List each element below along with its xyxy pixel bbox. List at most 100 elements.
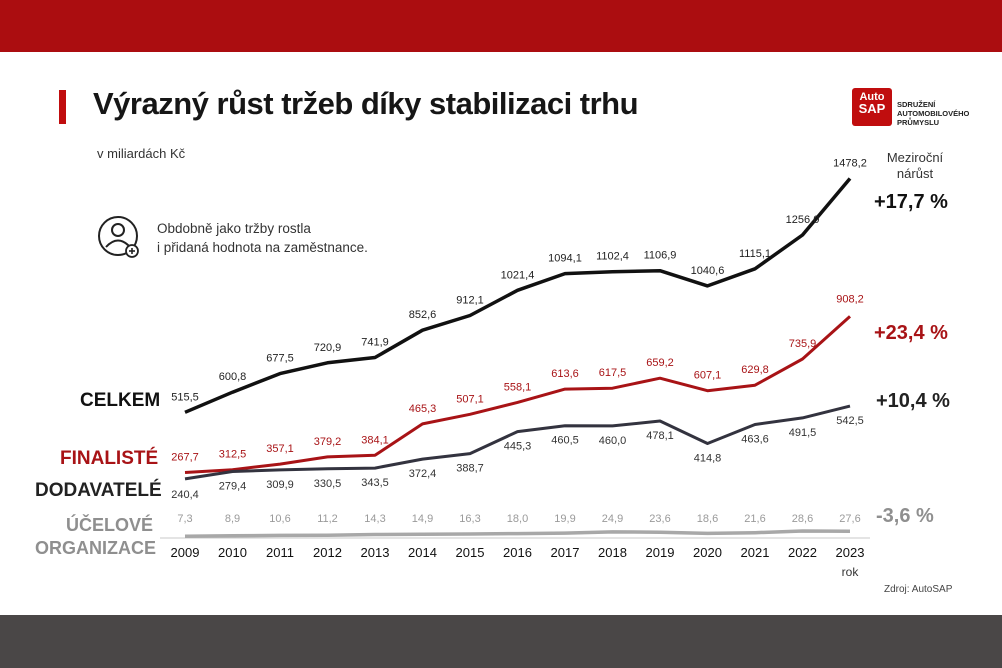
- x-axis-title: rok: [842, 565, 860, 579]
- data-label-dodavatele: 279,4: [219, 480, 247, 492]
- x-tick-label: 2022: [788, 545, 817, 560]
- data-label-ucelove: 24,9: [602, 513, 623, 525]
- data-label-dodavatele: 463,6: [741, 434, 769, 446]
- series-line-ucelove: [184, 529, 851, 538]
- top-bar: [0, 0, 1002, 52]
- data-label-celkem: 1094,1: [548, 253, 582, 265]
- data-label-finaliste: 267,7: [171, 452, 199, 464]
- x-tick-label: 2012: [313, 545, 342, 560]
- series-label-ucelove-line-1: ÚČELOVÉ: [65, 515, 153, 535]
- data-label-celkem: 1478,2: [833, 157, 867, 169]
- data-label-dodavatele: 460,5: [551, 435, 579, 447]
- growth-celkem: +17,7 %: [874, 191, 948, 213]
- series-line-finaliste: [184, 315, 852, 474]
- title-accent: [59, 90, 66, 124]
- growth-header-line-2: nárůst: [896, 166, 934, 181]
- logo-text: SDRUŽENÍ AUTOMOBILOVÉHO PRŮMYSLU: [897, 100, 970, 127]
- data-label-celkem: 1102,4: [596, 251, 629, 263]
- source-note: Zdroj: AutoSAP: [884, 584, 953, 595]
- data-label-celkem: 1040,6: [691, 265, 725, 277]
- data-label-dodavatele: 372,4: [409, 468, 437, 480]
- data-label-ucelove: 18,6: [697, 513, 718, 525]
- note-line-1: Obdobně jako tržby rostla: [157, 221, 311, 236]
- logo-text-line-3: PRŮMYSLU: [897, 118, 940, 127]
- x-tick-label: 2017: [551, 545, 580, 560]
- data-label-ucelove: 16,3: [459, 513, 480, 525]
- growth-finaliste: +23,4 %: [874, 322, 948, 344]
- x-tick-label: 2009: [171, 545, 200, 560]
- data-label-dodavatele: 414,8: [694, 452, 722, 464]
- data-label-dodavatele: 343,5: [361, 477, 389, 489]
- data-label-ucelove: 7,3: [177, 513, 192, 525]
- logo-badge-line-1: Auto: [859, 91, 885, 103]
- data-label-dodavatele: 491,5: [789, 427, 817, 439]
- series-label-finaliste: FINALISTÉ: [60, 448, 159, 469]
- unit-subtitle: v miliardách Kč: [97, 146, 186, 161]
- growth-ucelove: -3,6 %: [876, 505, 934, 527]
- data-label-finaliste: 613,6: [551, 368, 579, 380]
- data-label-celkem: 1021,4: [501, 269, 535, 281]
- data-label-celkem: 677,5: [266, 353, 294, 365]
- data-label-finaliste: 465,3: [409, 403, 437, 415]
- data-label-celkem: 1115,1: [739, 248, 771, 260]
- data-label-celkem: 515,5: [171, 391, 199, 403]
- data-label-ucelove: 28,6: [792, 513, 813, 525]
- page-title: Výrazný růst tržeb díky stabilizaci trhu: [93, 86, 639, 121]
- series-label-celkem: CELKEM: [80, 390, 161, 411]
- x-tick-label: 2015: [456, 545, 485, 560]
- series-line-celkem: [184, 177, 852, 414]
- logo-text-line-2: AUTOMOBILOVÉHO: [897, 109, 970, 118]
- data-label-ucelove: 10,6: [269, 513, 290, 525]
- data-label-celkem: 1106,9: [644, 250, 677, 262]
- data-label-dodavatele: 445,3: [504, 441, 532, 453]
- data-label-dodavatele: 309,9: [266, 479, 294, 491]
- logo-text-line-1: SDRUŽENÍ: [897, 100, 936, 109]
- data-label-celkem: 600,8: [219, 371, 247, 383]
- data-label-dodavatele: 542,5: [836, 415, 864, 427]
- growth-dodavatele: +10,4 %: [876, 390, 950, 412]
- data-label-ucelove: 19,9: [554, 513, 575, 525]
- series-label-dodavatele: DODAVATELÉ: [35, 480, 162, 501]
- data-label-ucelove: 23,6: [649, 513, 670, 525]
- data-label-celkem: 741,9: [361, 337, 389, 349]
- bottom-bar: [0, 615, 1002, 668]
- data-label-celkem: 720,9: [314, 342, 342, 354]
- data-label-celkem: 1256,0: [786, 214, 820, 226]
- x-tick-label: 2011: [266, 545, 294, 560]
- x-tick-label: 2010: [218, 545, 247, 560]
- x-tick-label: 2013: [361, 545, 390, 560]
- logo-badge: Auto SAP: [852, 88, 892, 126]
- x-tick-label: 2016: [503, 545, 532, 560]
- x-tick-label: 2018: [598, 545, 627, 560]
- note-text: Obdobně jako tržby rostla i přidaná hodn…: [157, 219, 368, 257]
- data-label-dodavatele: 478,1: [646, 430, 674, 442]
- x-tick-label: 2020: [693, 545, 722, 560]
- data-label-celkem: 852,6: [409, 309, 437, 321]
- data-label-ucelove: 27,6: [839, 513, 860, 525]
- data-label-finaliste: 312,5: [219, 449, 247, 461]
- data-label-finaliste: 507,1: [456, 393, 484, 405]
- logo-badge-line-2: SAP: [858, 101, 886, 116]
- user-plus-icon: [98, 216, 139, 258]
- data-label-finaliste: 379,2: [314, 436, 342, 448]
- data-label-ucelove: 14,3: [364, 513, 385, 525]
- data-label-finaliste: 629,8: [741, 364, 769, 376]
- x-tick-label: 2019: [646, 545, 675, 560]
- data-label-finaliste: 357,1: [266, 443, 294, 455]
- series-label-ucelove-line-2: ORGANIZACE: [35, 538, 156, 558]
- data-label-celkem: 912,1: [456, 295, 484, 307]
- autosap-logo: Auto SAP SDRUŽENÍ AUTOMOBILOVÉHO PRŮMYSL…: [852, 88, 969, 128]
- data-label-finaliste: 384,1: [361, 434, 389, 446]
- data-label-finaliste: 617,5: [599, 367, 627, 379]
- data-label-finaliste: 908,2: [836, 293, 864, 305]
- data-label-ucelove: 21,6: [744, 513, 765, 525]
- data-label-dodavatele: 240,4: [171, 489, 199, 501]
- note-line-2: i přidaná hodnota na zaměstnance.: [157, 240, 368, 255]
- x-tick-label: 2014: [408, 545, 437, 560]
- data-label-ucelove: 14,9: [412, 513, 433, 525]
- data-label-ucelove: 11,2: [317, 513, 338, 525]
- data-label-finaliste: 659,2: [646, 357, 674, 369]
- data-label-ucelove: 8,9: [225, 513, 240, 525]
- data-label-finaliste: 607,1: [694, 370, 722, 382]
